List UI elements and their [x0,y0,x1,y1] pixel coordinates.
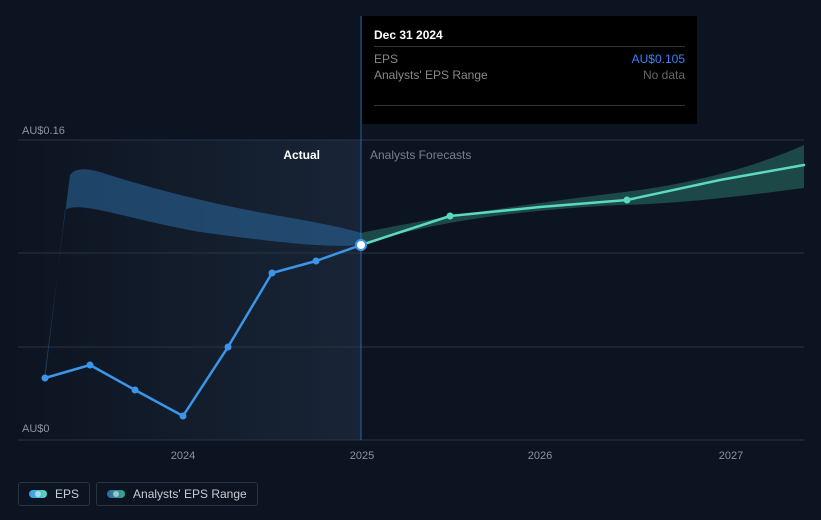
y-axis-label-min: AU$0 [22,423,50,435]
legend: EPS Analysts' EPS Range [18,482,258,506]
chart-tooltip: Dec 31 2024 EPS AU$0.105 Analysts' EPS R… [362,16,697,124]
tooltip-value: No data [643,68,685,82]
region-label-actual: Actual [283,148,320,162]
x-axis-label-1: 2025 [350,450,374,462]
legend-swatch-icon [29,490,47,498]
tooltip-divider [374,105,685,106]
tooltip-value: AU$0.105 [632,52,685,66]
tooltip-row-range: Analysts' EPS Range No data [374,67,685,83]
x-axis-label-2: 2026 [528,450,552,462]
region-label-forecast: Analysts Forecasts [370,148,471,162]
tooltip-label: Analysts' EPS Range [374,68,488,82]
tooltip-row-eps: EPS AU$0.105 [374,51,685,67]
x-axis-label-0: 2024 [171,450,195,462]
legend-label: Analysts' EPS Range [133,487,247,501]
y-axis-label-max: AU$0.16 [22,125,65,137]
tooltip-label: EPS [374,52,398,66]
legend-swatch-icon [107,490,125,498]
legend-item-eps[interactable]: EPS [18,482,90,506]
eps-chart: AU$0.16 AU$0 Actual Analysts Forecasts 2… [0,0,821,520]
tooltip-date: Dec 31 2024 [374,24,685,47]
x-axis-label-3: 2027 [719,450,743,462]
legend-item-range[interactable]: Analysts' EPS Range [96,482,258,506]
legend-label: EPS [55,487,79,501]
